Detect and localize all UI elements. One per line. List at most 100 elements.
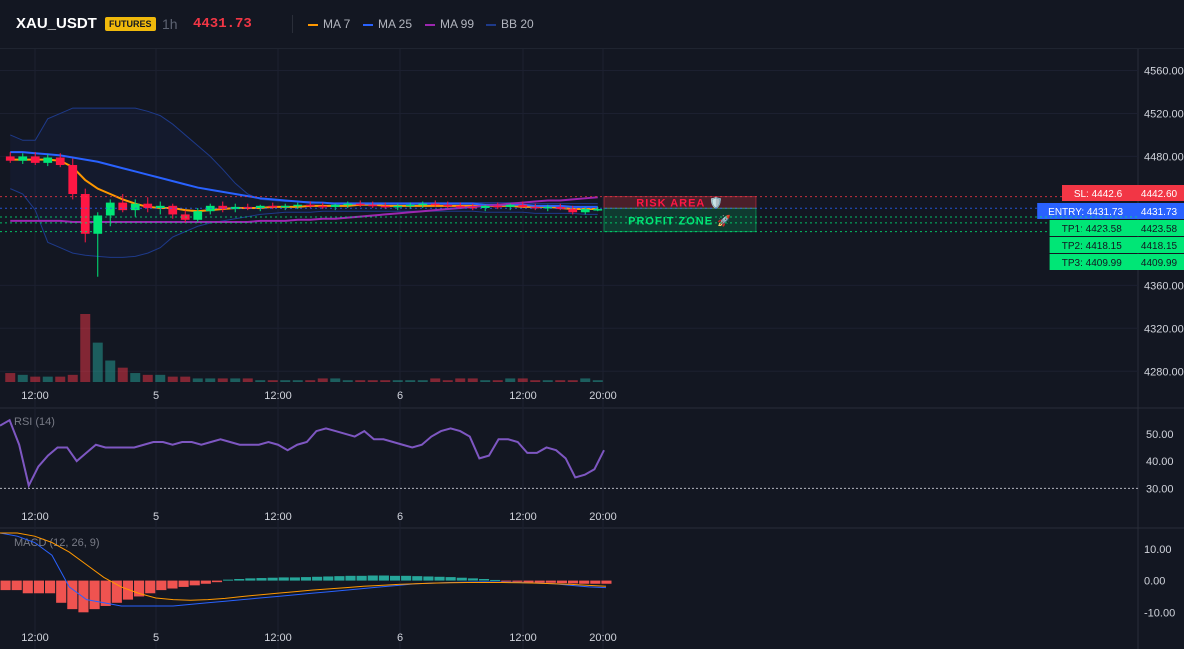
sl-tag-label: SL: 4442.6 [1074,189,1123,200]
candle-body [405,204,415,207]
macd-histogram-bar [189,580,200,586]
legend-ma99[interactable]: MA 99 [425,0,474,48]
macd-histogram-bar [134,580,145,597]
price-tick-label: 4480.00 [1144,151,1184,163]
candle-body [355,203,365,206]
tp1-tag-label: TP1: 4423.58 [1062,224,1122,235]
interval-selector[interactable]: 1h [162,16,178,32]
time-tick-label: 12:00 [509,632,537,644]
macd-histogram-bar [234,579,245,581]
candle-body [280,205,290,208]
time-tick-label: 12:00 [264,632,292,644]
rsi-tick-label: 50.00 [1146,429,1174,441]
candle-body [418,203,428,206]
volume-bar [330,378,341,382]
macd-histogram-bar [56,580,67,603]
tp2-price-label: 4418.15 [1141,241,1178,252]
candle-body [293,204,303,207]
candle-body [168,205,178,215]
macd-histogram-bar [245,578,256,581]
volume-bar [105,360,116,382]
macd-histogram-bar [323,576,334,581]
sl-price-tag [1134,185,1184,201]
volume-bar [205,378,216,382]
volume-bar [117,367,128,382]
risk-zone-label: RISK AREA 🛡️ [636,196,723,209]
time-axis[interactable]: 12:00 5 12:00 6 12:00 20:00 12:00 5 12:00 6 12:00 2… [21,390,617,644]
macd-histogram-bar [100,580,111,606]
time-tick-label: 5 [153,390,159,402]
macd-histogram-bar [223,579,234,581]
candle-body [80,194,90,234]
candle-body [18,156,28,161]
rsi-tick-label: 40.00 [1146,456,1174,468]
time-tick-label: 5 [153,632,159,644]
macd-tick-label: 0.00 [1144,576,1165,588]
price-axis[interactable]: 4560.00 4520.00 4480.00 4360.00 4320.00 4280.… [1144,65,1184,378]
volume-bar [292,380,303,382]
rsi-pane[interactable]: 50.00 40.00 30.00 [0,418,1174,495]
trade-zones: RISK AREA 🛡️ PROFIT ZONE 🚀 [603,196,757,233]
tp3-tag-label: TP3: 4409.99 [1062,258,1122,269]
macd-histogram-bar [401,575,412,581]
candle-body [468,206,478,209]
time-tick-label: 12:00 [509,511,537,523]
macd-histogram-bar [345,575,356,581]
volume-bar [480,380,491,382]
volume-bar [505,378,516,382]
price-tick-label: 4320.00 [1144,323,1184,335]
macd-histogram-bar [567,580,579,584]
macd-tick-label: 10.00 [1144,544,1172,556]
time-tick-label: 6 [397,632,403,644]
candle-body [5,156,15,161]
macd-histogram-bar [11,580,22,591]
macd-histogram-bar [412,576,423,581]
volume-bar [180,376,191,382]
volume-bar [442,380,453,382]
macd-histogram-bar [22,580,33,594]
macd-histogram-bar [67,580,78,610]
candle-body [593,209,603,211]
candle-body [343,203,353,206]
candle-body [305,204,315,207]
price-pane[interactable] [0,49,1138,408]
macd-histogram-bar [312,576,323,581]
candle-body [518,204,528,207]
volume-bar [280,380,291,382]
volume-bar [80,314,91,382]
macd-histogram-bar [0,580,11,591]
volume-bar [555,380,566,382]
candle-body [393,205,403,208]
volume-bar [17,374,28,382]
candle-body [93,215,103,234]
macd-histogram-bar [211,580,223,583]
macd-histogram-bar [445,577,456,581]
volume-bar [592,380,603,382]
candlesticks [5,152,603,277]
volume-bar [67,374,78,382]
candle-body [543,206,553,209]
legend-bb20[interactable]: BB 20 [486,0,534,48]
time-tick-label: 20:00 [589,511,617,523]
legend-ma25[interactable]: MA 25 [363,0,412,48]
candle-body [268,205,278,208]
bb-fill [10,108,598,258]
volume-bar [42,376,53,382]
macd-histogram-bar [512,580,523,582]
candle-body [193,211,203,220]
symbol-name[interactable]: XAU_USDT [16,15,97,32]
volume-bar [92,342,103,382]
candle-body [580,209,590,213]
volume-bar [455,378,466,382]
volume-bar [30,376,41,382]
volume-bar [317,378,328,382]
macd-histogram-bar [78,580,89,613]
header-divider [292,15,293,33]
ma7-swatch [308,23,318,26]
sl-price-label: 4442.60 [1141,189,1178,200]
legend-ma7[interactable]: MA 7 [308,0,350,48]
volume-bar [142,374,153,382]
volume-bar [580,378,591,382]
macd-pane[interactable]: 10.00 0.00 -10.00 [0,532,1175,619]
